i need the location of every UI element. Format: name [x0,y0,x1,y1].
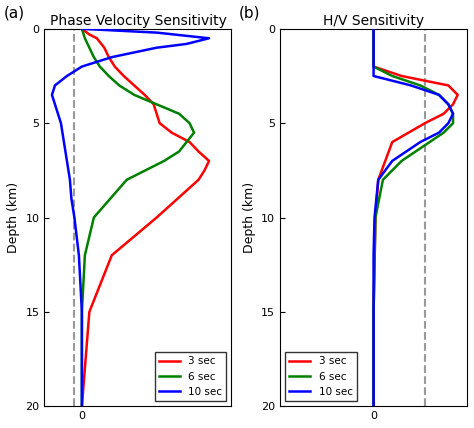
Legend: 3 sec, 6 sec, 10 sec: 3 sec, 6 sec, 10 sec [285,352,357,401]
Legend: 3 sec, 6 sec, 10 sec: 3 sec, 6 sec, 10 sec [155,352,226,401]
Text: (b): (b) [239,6,261,21]
Title: Phase Velocity Sensitivity: Phase Velocity Sensitivity [49,14,227,28]
Y-axis label: Depth (km): Depth (km) [243,182,255,253]
Y-axis label: Depth (km): Depth (km) [7,182,20,253]
Title: H/V Sensitivity: H/V Sensitivity [323,14,424,28]
Text: (a): (a) [3,6,25,21]
